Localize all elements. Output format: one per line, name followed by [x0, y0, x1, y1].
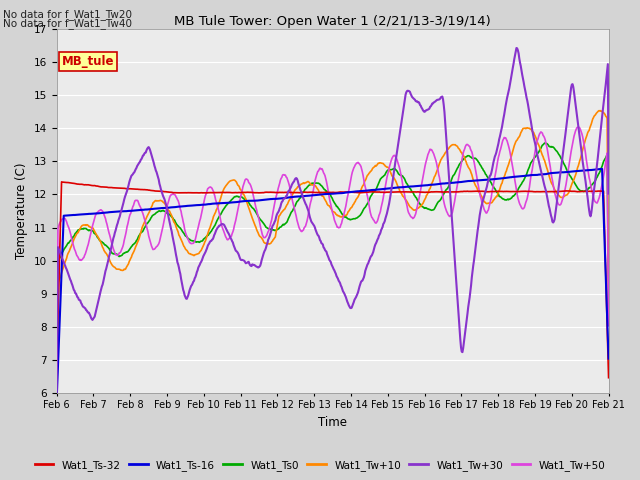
- Text: MB_tule: MB_tule: [62, 55, 115, 68]
- Legend: Wat1_Ts-32, Wat1_Ts-16, Wat1_Ts0, Wat1_Tw+10, Wat1_Tw+30, Wat1_Tw+50: Wat1_Ts-32, Wat1_Ts-16, Wat1_Ts0, Wat1_T…: [30, 456, 610, 475]
- Text: No data for f_Wat1_Tw40: No data for f_Wat1_Tw40: [3, 18, 132, 29]
- X-axis label: Time: Time: [318, 416, 347, 429]
- Text: No data for f_Wat1_Tw20: No data for f_Wat1_Tw20: [3, 9, 132, 20]
- Title: MB Tule Tower: Open Water 1 (2/21/13-3/19/14): MB Tule Tower: Open Water 1 (2/21/13-3/1…: [174, 15, 491, 28]
- Y-axis label: Temperature (C): Temperature (C): [15, 163, 28, 259]
